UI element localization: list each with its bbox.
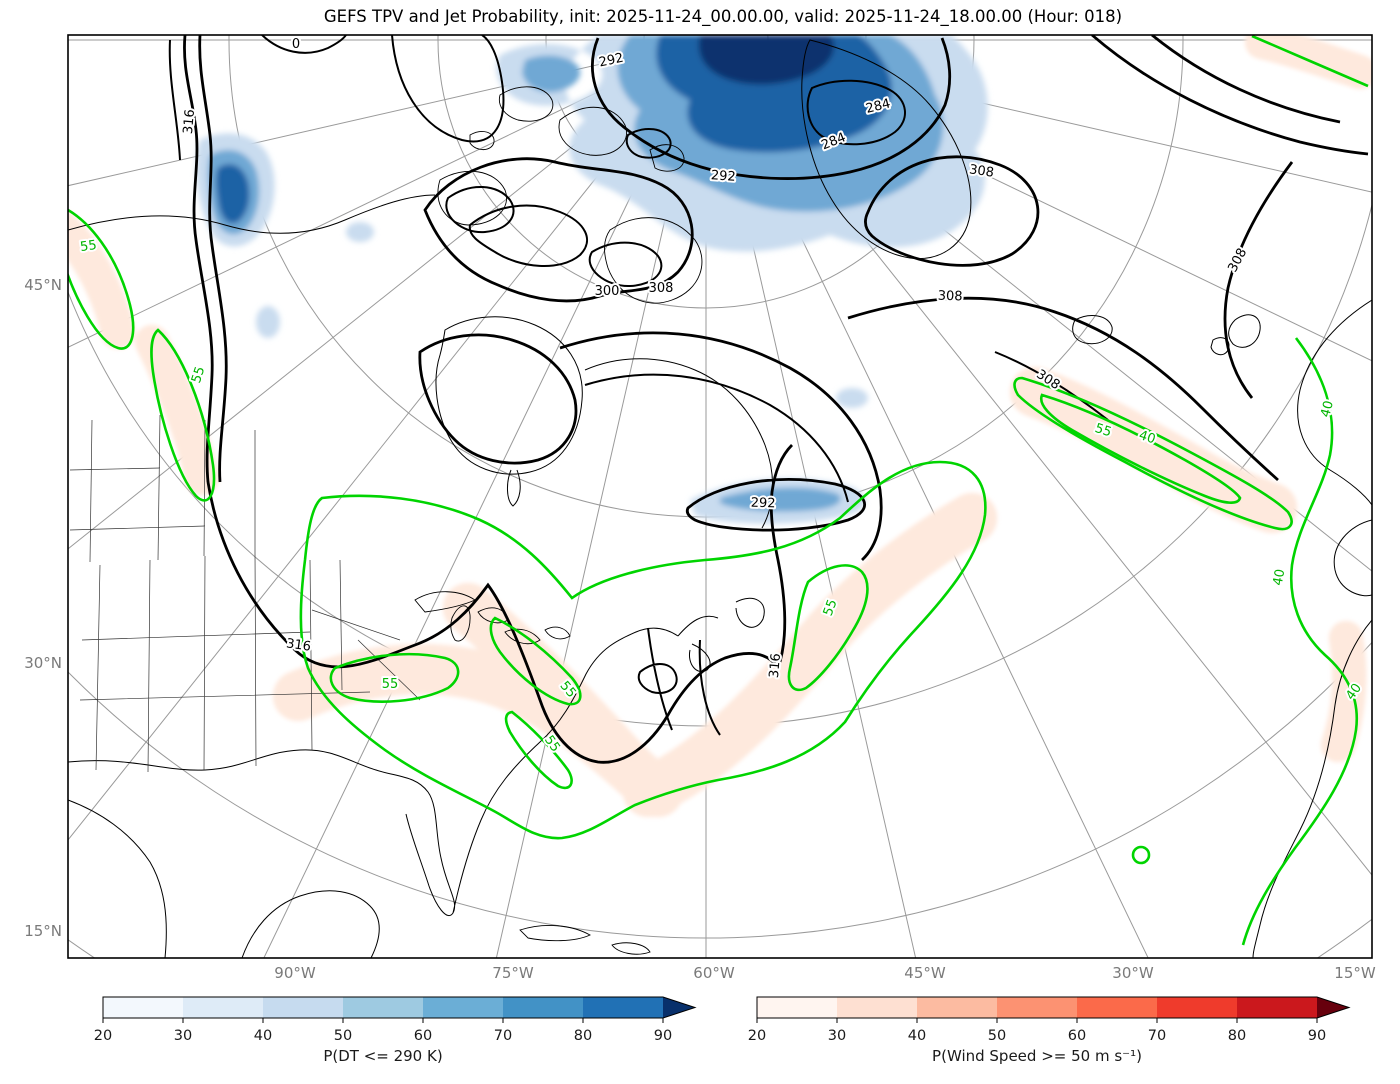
jet-streaks-large bbox=[273, 367, 1297, 817]
lon-tick-30W: 30°W bbox=[1112, 964, 1154, 982]
colorbar-segment bbox=[583, 997, 663, 1018]
jet-prob-label-55: 55 bbox=[189, 365, 208, 385]
cb-tick: 60 bbox=[1068, 1028, 1086, 1044]
colorbar-extend-arrow bbox=[1317, 997, 1349, 1018]
theta-label-292: 292 bbox=[750, 496, 775, 512]
jet-prob-contour-labels: 55 55 55 55 55 55 55 40 40 40 40 bbox=[77, 236, 1367, 757]
jet-probability-contours bbox=[68, 35, 1369, 946]
colorbar-outline bbox=[102, 996, 697, 1019]
lon-tick-75W: 75°W bbox=[492, 964, 534, 982]
theta-contours bbox=[168, 35, 1369, 764]
jet-prob-label-55: 55 bbox=[382, 677, 399, 692]
colorbar-segment bbox=[183, 997, 263, 1018]
cb-tick: 30 bbox=[174, 1028, 192, 1044]
coastlines bbox=[68, 39, 1372, 958]
lat-tick-45N: 45°N bbox=[24, 276, 62, 294]
cb-tick: 60 bbox=[414, 1028, 432, 1044]
cb-tick: 20 bbox=[748, 1028, 766, 1044]
jet-prob-label-55: 55 bbox=[79, 238, 97, 255]
theta-label-316: 316 bbox=[767, 653, 784, 679]
colorbar-jet-label: P(Wind Speed >= 50 m s⁻¹) bbox=[932, 1047, 1142, 1065]
theta-label-308: 308 bbox=[649, 281, 674, 296]
lon-tick-90W: 90°W bbox=[274, 964, 316, 982]
colorbar-ticks bbox=[756, 1018, 1318, 1023]
lon-tick-15W: 15°W bbox=[1334, 964, 1376, 982]
theta-label-292: 292 bbox=[598, 51, 625, 71]
cb-tick: 40 bbox=[908, 1028, 926, 1044]
axis-labels: 45°N 30°N 15°N 90°W 75°W 60°W 45°W 30°W … bbox=[24, 276, 1376, 982]
colorbar-segment bbox=[837, 997, 917, 1018]
cb-tick: 30 bbox=[828, 1028, 846, 1044]
colorbar-tick-labels: 20 30 40 50 60 70 80 90 bbox=[748, 1028, 1326, 1044]
colorbar-tpv-label: P(DT <= 290 K) bbox=[323, 1047, 442, 1065]
cb-tick: 80 bbox=[1228, 1028, 1246, 1044]
theta-label-316: 316 bbox=[285, 636, 312, 654]
colorbar-extend-arrow bbox=[663, 997, 695, 1018]
colorbar-jet: 20 30 40 50 60 70 80 90 P(Wind Speed >= … bbox=[748, 996, 1351, 1065]
cb-tick: 90 bbox=[654, 1028, 672, 1044]
colorbar-segment bbox=[757, 997, 837, 1018]
theta-label-300: 300 bbox=[595, 284, 620, 299]
coastline-main bbox=[68, 194, 773, 958]
cb-tick: 40 bbox=[254, 1028, 272, 1044]
theta-label-308: 308 bbox=[968, 162, 995, 180]
colorbar-segment bbox=[503, 997, 583, 1018]
cb-tick: 50 bbox=[334, 1028, 352, 1044]
lat-tick-15N: 15°N bbox=[24, 922, 62, 940]
colorbar-outline bbox=[756, 996, 1351, 1019]
jet-prob-label-40: 40 bbox=[1137, 428, 1157, 447]
jet-streaks-small bbox=[68, 35, 1372, 762]
cb-tick: 80 bbox=[574, 1028, 592, 1044]
graticule-parallel bbox=[437, 35, 975, 309]
cb-tick: 70 bbox=[494, 1028, 512, 1044]
cb-tick: 50 bbox=[988, 1028, 1006, 1044]
colorbar-tpv: 20 30 40 50 60 70 80 90 P(DT <= 290 K) bbox=[94, 996, 697, 1065]
colorbar-segment bbox=[1077, 997, 1157, 1018]
theta-label-316: 316 bbox=[181, 109, 198, 135]
colorbar-tick-labels: 20 30 40 50 60 70 80 90 bbox=[94, 1028, 672, 1044]
theta-label-0: 0 bbox=[292, 37, 300, 52]
coastline-hudson-bay bbox=[435, 316, 583, 507]
map-frame bbox=[67, 34, 1373, 959]
coastline-arctic-islands bbox=[437, 86, 703, 304]
state-borders bbox=[69, 414, 421, 773]
colorbar-segment bbox=[423, 997, 503, 1018]
colorbar-segment bbox=[263, 997, 343, 1018]
colorbar-segment bbox=[997, 997, 1077, 1018]
theta-contour-medium bbox=[168, 35, 1109, 736]
theta-label-308: 308 bbox=[937, 289, 962, 305]
jet-prob-contour-path bbox=[68, 35, 1369, 946]
colorbar-segment bbox=[1157, 997, 1237, 1018]
graticule-parallel bbox=[68, 641, 1372, 939]
cb-tick: 90 bbox=[1308, 1028, 1326, 1044]
cb-tick: 20 bbox=[94, 1028, 112, 1044]
theta-contour-thick bbox=[183, 35, 1369, 764]
figure-title: GEFS TPV and Jet Probability, init: 2025… bbox=[324, 7, 1122, 27]
jet-probability-fill bbox=[68, 35, 1372, 817]
colorbar-segment bbox=[917, 997, 997, 1018]
tpv-probability-fill bbox=[196, 35, 988, 524]
coastline-caribbean bbox=[519, 925, 651, 955]
colorbar-segment bbox=[103, 997, 183, 1018]
tpv-fill-darkest bbox=[698, 35, 835, 85]
colorbar-ticks bbox=[102, 1018, 664, 1023]
lat-tick-30N: 30°N bbox=[24, 654, 62, 672]
jet-prob-label-55: 55 bbox=[1093, 421, 1113, 440]
jet-prob-label-40: 40 bbox=[1318, 399, 1337, 419]
cb-tick: 70 bbox=[1148, 1028, 1166, 1044]
tpv-fill-dark bbox=[216, 35, 892, 224]
jet-prob-label-40: 40 bbox=[1271, 568, 1289, 587]
colorbar-segment bbox=[1237, 997, 1317, 1018]
tpv-fill-mid bbox=[207, 35, 944, 512]
theta-label-292: 292 bbox=[710, 168, 736, 185]
lon-tick-60W: 60°W bbox=[693, 964, 735, 982]
colorbar-segment bbox=[343, 997, 423, 1018]
lon-tick-45W: 45°W bbox=[904, 964, 946, 982]
